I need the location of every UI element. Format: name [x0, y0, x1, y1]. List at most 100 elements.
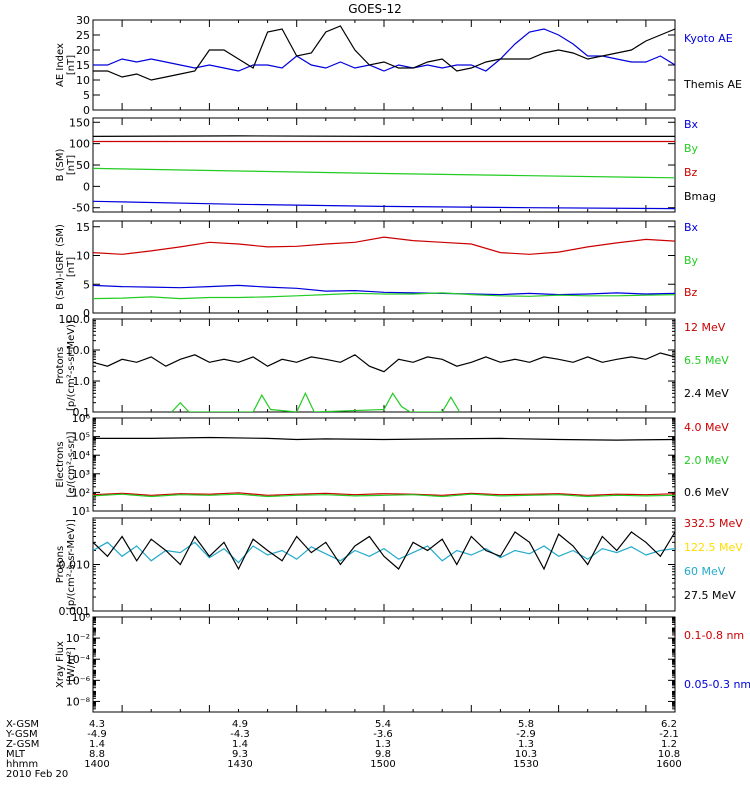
footer-date: 2010 Feb 20 — [6, 769, 68, 780]
legend-entry: 12 MeV — [684, 321, 726, 334]
footer-value: 9.3 — [232, 749, 248, 760]
y-axis-label: [e/(cm²-s-sr)] — [66, 431, 77, 497]
y-tick-label: 15 — [76, 59, 90, 72]
y-axis-label: [nT] — [66, 257, 77, 277]
y-tick-label: 15 — [76, 221, 90, 234]
ephemeris-footer: X-GSM 4.3 4.9 5.4 5.8 6.2 Y-GSM -4.9 -4.3 -3.6 -2.… — [5, 719, 682, 780]
legend-entry: Themis AE — [683, 78, 742, 91]
series-line-themis-ae — [93, 25, 675, 81]
y-axis-label: AE Index — [55, 43, 66, 87]
legend-entry: 0.1-0.8 nm — [684, 629, 744, 642]
y-axis-label: Protons — [55, 347, 66, 384]
y-tick-label: 10.0 — [66, 344, 91, 357]
series-line-kyoto-ae — [93, 28, 675, 72]
y-tick-label: 10 — [76, 74, 90, 87]
footer-value: 1.2 — [661, 739, 677, 750]
legend-entry: 0.6 MeV — [684, 486, 729, 499]
legend-entry: 60 MeV — [684, 565, 726, 578]
footer-value: 4.9 — [232, 719, 248, 730]
y-tick-label: 0.1 — [73, 406, 91, 419]
footer-value: -2.1 — [659, 729, 679, 740]
legend-entry: 27.5 MeV — [684, 589, 736, 602]
footer-value: 1.4 — [89, 739, 105, 750]
y-tick-label: 10⁴ — [72, 449, 91, 462]
y-tick-label: 10⁶ — [72, 412, 91, 425]
series-line-2-0-mev — [93, 493, 675, 498]
figure-title: GOES-12 — [348, 2, 402, 16]
footer-value: 1400 — [84, 759, 109, 770]
footer-value: -4.3 — [230, 729, 250, 740]
y-tick-label: 10⁻⁴ — [66, 653, 91, 666]
y-tick-label: 10⁵ — [72, 431, 90, 444]
footer-value: 4.3 — [89, 719, 105, 730]
series-line-bz — [93, 236, 675, 255]
y-axis-label: [p/(cm²-s-sr-MeV)] — [66, 519, 77, 610]
series-line-2-4-mev — [93, 352, 675, 373]
series-line-27-5-mev — [93, 531, 675, 571]
footer-value: -3.6 — [373, 729, 393, 740]
y-tick-label: 10¹ — [72, 505, 90, 518]
series-line-6-5-mev — [171, 391, 461, 412]
plot-frame — [92, 117, 676, 213]
legend-entry: Bz — [684, 166, 698, 179]
y-tick-label: 10⁰ — [72, 611, 91, 624]
y-axis-label: Electrons — [55, 441, 66, 487]
footer-value: 9.8 — [375, 749, 391, 760]
footer-value: 5.8 — [518, 719, 534, 730]
y-tick-label: 10² — [72, 486, 90, 499]
series-line-bmag — [93, 135, 675, 137]
footer-row-label: hhmm — [6, 759, 38, 770]
panel-protons1: 0.1 1.0 10.0 100.0 Protons [p/(cm²-s-sr-MeV)]… — [55, 313, 729, 419]
y-tick-label: 100 — [69, 138, 90, 151]
footer-row-label: MLT — [6, 749, 26, 760]
footer-value: -2.9 — [516, 729, 536, 740]
y-axis-label: Protons — [55, 546, 66, 583]
legend-entry: 2.4 MeV — [684, 387, 729, 400]
y-tick-label: 0 — [83, 180, 90, 193]
y-tick-label: 5 — [83, 278, 90, 291]
y-axis-label: [p/(cm²-s-sr-MeV)] — [66, 320, 77, 411]
y-tick-label: 0.010 — [59, 559, 91, 572]
series-line-bx — [93, 284, 675, 296]
y-tick-label: 10³ — [72, 468, 90, 481]
y-tick-label: 0 — [83, 307, 90, 320]
footer-value: 1.3 — [518, 739, 534, 750]
legend-entry: 2.0 MeV — [684, 454, 729, 467]
y-tick-label: 0.001 — [59, 605, 91, 618]
footer-row-label: X-GSM — [6, 719, 39, 730]
series-line-60-mev — [93, 541, 675, 564]
footer-row-label: Z-GSM — [6, 739, 39, 750]
footer-value: 10.3 — [515, 749, 537, 760]
legend-entry: Bmag — [684, 190, 716, 203]
legend-entry: 6.5 MeV — [684, 354, 729, 367]
footer-value: 8.8 — [89, 749, 105, 760]
y-axis-label: B (SM) — [55, 148, 66, 181]
y-tick-label: 30 — [76, 14, 90, 27]
legend-entry: 0.05-0.3 nm — [684, 678, 750, 691]
footer-value: 1600 — [656, 759, 681, 770]
footer-value: 5.4 — [375, 719, 391, 730]
legend-entry: Bx — [684, 221, 699, 234]
plot-frame — [92, 616, 676, 713]
footer-value: 6.2 — [661, 719, 677, 730]
footer-value: 1430 — [227, 759, 252, 770]
y-axis-label: [nT] — [66, 155, 77, 175]
series-line-0-6-mev — [93, 436, 675, 441]
footer-row-label: Y-GSM — [5, 729, 38, 740]
series-line-by — [93, 167, 675, 179]
legend-entry: 4.0 MeV — [684, 421, 729, 434]
footer-value: -4.9 — [87, 729, 107, 740]
legend-entry: By — [684, 142, 699, 155]
y-tick-label: 10⁻⁶ — [66, 674, 91, 687]
y-tick-label: 0 — [83, 104, 90, 117]
footer-value: 1.4 — [232, 739, 248, 750]
legend-entry: By — [684, 254, 699, 267]
legend-entry: Bz — [684, 286, 698, 299]
legend-entry: 122.5 MeV — [684, 541, 743, 554]
series-line-bx — [93, 200, 675, 210]
y-axis-label: [W/m²] — [66, 647, 77, 682]
y-axis-label: Xray Flux — [55, 641, 66, 688]
